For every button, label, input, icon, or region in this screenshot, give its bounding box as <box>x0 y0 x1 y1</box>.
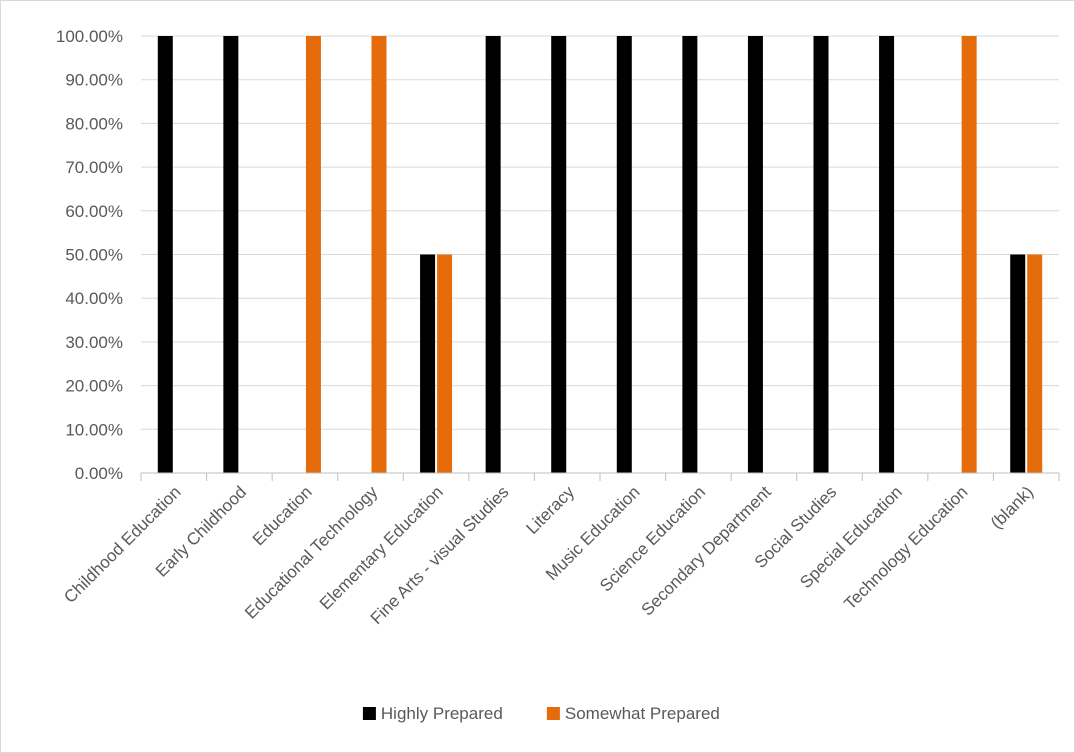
x-category-label: Educational Technology <box>241 482 382 623</box>
y-tick-label: 20.00% <box>65 377 123 396</box>
x-category-label: Technology Education <box>840 482 971 613</box>
legend-swatch <box>547 707 560 720</box>
y-tick-label: 50.00% <box>65 246 123 265</box>
y-tick-label: 90.00% <box>65 71 123 90</box>
bar-highly-prepared <box>158 36 173 473</box>
y-tick-label: 30.00% <box>65 333 123 352</box>
y-tick-label: 10.00% <box>65 420 123 439</box>
legend-item: Highly Prepared <box>363 704 503 723</box>
bar-highly-prepared <box>879 36 894 473</box>
x-category-label: Literacy <box>523 482 579 538</box>
x-category-label: Secondary Department <box>638 482 775 619</box>
y-tick-label: 100.00% <box>56 27 123 46</box>
x-category-label: Childhood Education <box>60 482 184 606</box>
y-tick-label: 0.00% <box>75 464 123 483</box>
legend: Highly Prepared Somewhat Prepared <box>363 704 720 723</box>
bar-somewhat-prepared <box>962 36 977 473</box>
legend-item: Somewhat Prepared <box>547 704 720 723</box>
bar-somewhat-prepared <box>306 36 321 473</box>
y-tick-label: 80.00% <box>65 114 123 133</box>
x-category-label: (blank) <box>987 482 1037 532</box>
bar-highly-prepared <box>814 36 829 473</box>
bar-somewhat-prepared <box>437 255 452 474</box>
gridlines <box>141 36 1059 429</box>
x-category-label: Fine Arts - visual Studies <box>367 482 513 628</box>
bar-highly-prepared <box>420 255 435 474</box>
y-tick-label: 60.00% <box>65 202 123 221</box>
legend-label: Somewhat Prepared <box>565 704 720 723</box>
bar-highly-prepared <box>682 36 697 473</box>
bar-highly-prepared <box>1010 255 1025 474</box>
y-tick-label: 40.00% <box>65 289 123 308</box>
bar-somewhat-prepared <box>372 36 387 473</box>
x-category-label: Education <box>249 482 316 549</box>
bar-somewhat-prepared <box>1027 255 1042 474</box>
y-tick-label: 70.00% <box>65 158 123 177</box>
bar-highly-prepared <box>223 36 238 473</box>
x-axis <box>141 473 1059 481</box>
bar-highly-prepared <box>617 36 632 473</box>
y-axis-tick-labels: 0.00% 10.00% 20.00% 30.00% 40.00% 50.00% 60.00… <box>56 27 123 483</box>
legend-label: Highly Prepared <box>381 704 503 723</box>
bar-highly-prepared <box>551 36 566 473</box>
x-category-label: Elementary Education <box>316 482 447 613</box>
legend-swatch <box>363 707 376 720</box>
bar-highly-prepared <box>748 36 763 473</box>
bar-highly-prepared <box>486 36 501 473</box>
